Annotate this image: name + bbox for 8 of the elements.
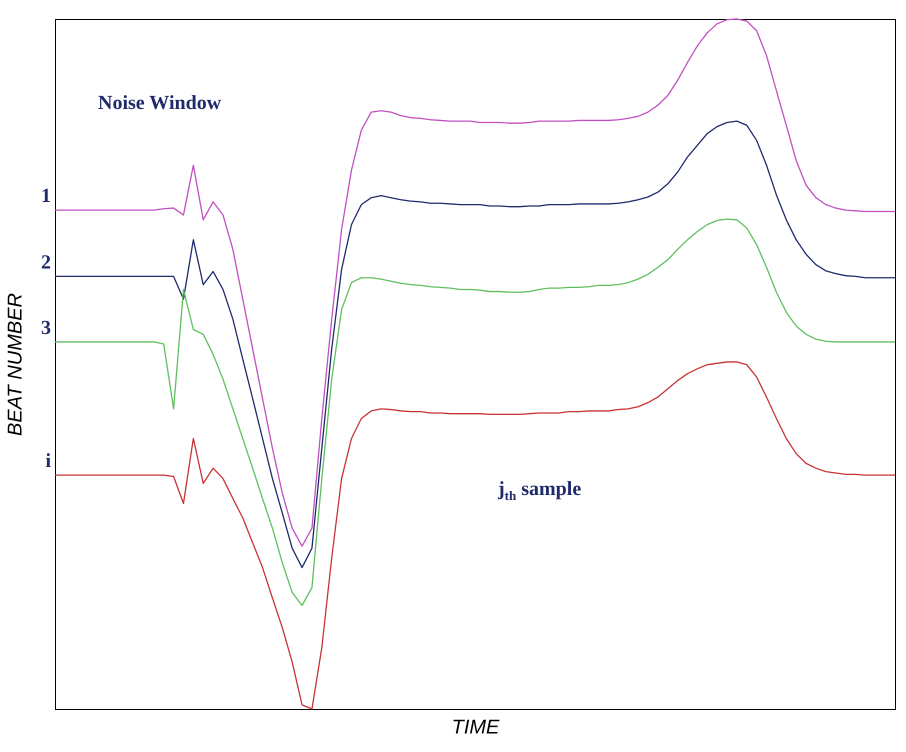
x-axis-title: TIME bbox=[452, 716, 500, 738]
annotation: j$_{th}$ sample bbox=[498, 478, 582, 504]
series-label: 2 bbox=[41, 251, 51, 274]
series-label: 3 bbox=[41, 316, 51, 339]
series-label: 1 bbox=[41, 185, 51, 208]
y-axis-title: BEAT NUMBER bbox=[4, 293, 26, 436]
series-label: i bbox=[45, 450, 52, 472]
annotation: Noise Window bbox=[98, 92, 222, 115]
